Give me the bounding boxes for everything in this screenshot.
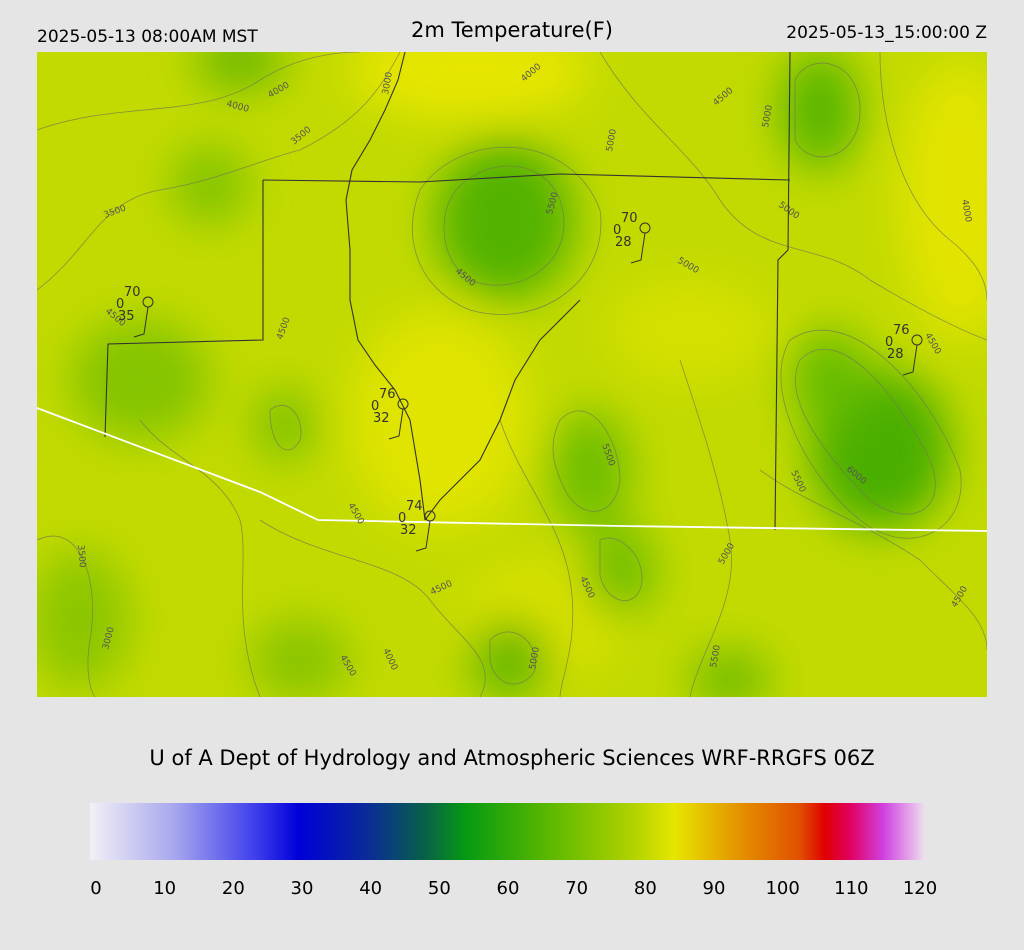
colorbar-tick-label: 50 bbox=[428, 878, 451, 899]
temperature-field bbox=[37, 52, 987, 697]
station-wind: 0 bbox=[116, 297, 124, 312]
contour-label: 5000 bbox=[528, 646, 542, 671]
boundaries bbox=[37, 52, 987, 532]
station-temperature: 76 bbox=[379, 387, 396, 402]
colorbar-tick-label: 60 bbox=[497, 878, 520, 899]
station-temperature: 70 bbox=[621, 211, 638, 226]
contour-label: 3000 bbox=[381, 71, 395, 96]
station-dewpoint: 35 bbox=[118, 309, 135, 324]
colorbar-tick-label: 20 bbox=[222, 878, 245, 899]
valid-local-time: 2025-05-13 08:00AM MST bbox=[37, 27, 258, 47]
wind-barb bbox=[630, 232, 646, 264]
footer-credit: U of A Dept of Hydrology and Atmospheric… bbox=[149, 746, 874, 770]
colorbar-tick-label: 0 bbox=[90, 878, 101, 899]
station-dewpoint: 28 bbox=[887, 347, 904, 362]
station-dewpoint: 28 bbox=[615, 235, 632, 250]
station-temperature: 74 bbox=[406, 499, 423, 514]
station-wind: 0 bbox=[885, 335, 893, 350]
wind-barb bbox=[388, 408, 404, 440]
station-wind: 0 bbox=[371, 399, 379, 414]
colorbar-ticks: 0 10 20 30 40 50 60 70 80 90 100 110 120 bbox=[90, 878, 937, 899]
station-dewpoint: 32 bbox=[400, 523, 417, 538]
valid-utc-time: 2025-05-13_15:00:00 Z bbox=[786, 23, 987, 43]
colorbar-tick-label: 100 bbox=[765, 878, 799, 899]
colorbar-tick-label: 70 bbox=[565, 878, 588, 899]
station-wind: 0 bbox=[613, 223, 621, 238]
contour-label: 3500 bbox=[75, 544, 87, 568]
station-wind: 0 bbox=[398, 511, 406, 526]
contour-label: 4000 bbox=[959, 199, 973, 224]
station-temperature: 76 bbox=[893, 323, 910, 338]
colorbar-tick-label: 40 bbox=[359, 878, 382, 899]
colorbar-tick-label: 120 bbox=[903, 878, 937, 899]
contour-label: 5500 bbox=[709, 644, 723, 669]
wind-barb bbox=[133, 306, 149, 338]
station-dewpoint: 32 bbox=[373, 411, 390, 426]
station-temperature: 70 bbox=[124, 285, 141, 300]
colorbar-tick-label: 10 bbox=[153, 878, 176, 899]
wind-barb bbox=[902, 344, 918, 376]
colorbar-tick-label: 80 bbox=[634, 878, 657, 899]
colorbar-tick-label: 30 bbox=[291, 878, 314, 899]
elevation-contours bbox=[37, 52, 987, 697]
wind-barb bbox=[415, 520, 431, 552]
contour-label: 5000 bbox=[605, 128, 619, 153]
colorbar-tick-label: 110 bbox=[834, 878, 868, 899]
map-title: 2m Temperature(F) bbox=[411, 18, 613, 42]
colorbar-tick-label: 90 bbox=[703, 878, 726, 899]
colorbar bbox=[90, 803, 925, 860]
contour-label: 5000 bbox=[761, 104, 775, 129]
map: 4000 4000 3000 3500 4000 4500 5000 5000 … bbox=[37, 52, 987, 697]
